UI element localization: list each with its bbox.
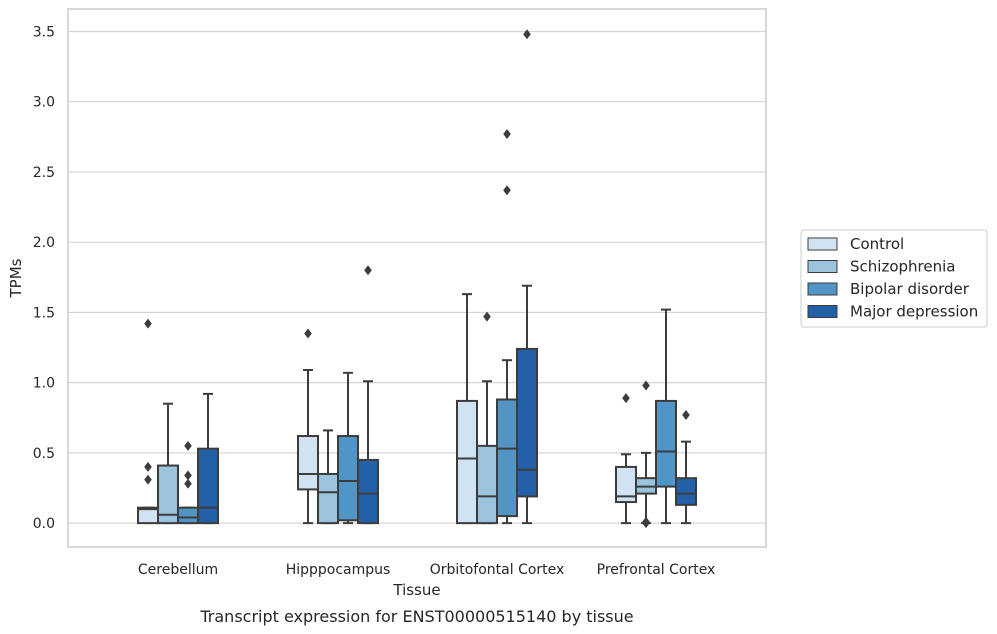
box: [137, 318, 159, 525]
boxes: [137, 29, 697, 529]
box: [456, 293, 478, 525]
outlier-marker: [364, 265, 372, 276]
box-body: [456, 399, 478, 525]
outlier-marker: [184, 478, 192, 489]
box: [157, 402, 179, 525]
outlier-marker: [622, 393, 630, 404]
outlier-marker: [184, 470, 192, 481]
gridlines: [68, 30, 766, 524]
outlier-marker: [184, 440, 192, 451]
box-body: [157, 464, 179, 525]
legend: Control Schizophrenia Bipolar disorder Majo…: [800, 229, 988, 328]
outlier-marker: [144, 461, 152, 472]
x-tick-label: Orbitofontal Cortex: [430, 562, 565, 578]
box-body: [476, 444, 498, 525]
y-tick-label: 0.0: [33, 516, 55, 532]
x-axis-label: Tissue: [392, 581, 440, 599]
y-tick-label: 0.5: [33, 446, 55, 462]
outlier-marker: [503, 129, 511, 140]
y-axis-label: TPMs: [7, 258, 25, 298]
outlier-marker: [642, 380, 650, 391]
box-body: [337, 435, 359, 522]
y-tick-label: 3.5: [33, 24, 55, 40]
box: [197, 392, 219, 525]
outlier-marker: [682, 409, 690, 420]
box-body: [197, 447, 219, 525]
outlier-marker: [503, 185, 511, 196]
y-tick-label: 1.0: [33, 376, 55, 392]
box: [297, 328, 319, 525]
legend-swatch: [807, 260, 838, 273]
y-tick-label: 2.5: [33, 165, 55, 181]
outlier-marker: [304, 328, 312, 339]
box-body: [496, 398, 518, 518]
box: [337, 371, 359, 525]
y-tick-label: 2.0: [33, 235, 55, 251]
box-body: [317, 472, 339, 525]
box: [635, 380, 657, 529]
box: [615, 393, 637, 525]
outlier-marker: [523, 29, 531, 40]
x-tick-label: Prefrontal Cortex: [597, 562, 716, 578]
box-body: [516, 347, 538, 498]
chart-caption: Transcript expression for ENST0000051514…: [199, 607, 633, 626]
outlier-marker: [483, 311, 491, 322]
x-tick-label: Cerebellum: [138, 562, 218, 578]
legend-swatch: [807, 305, 838, 318]
box: [516, 29, 538, 525]
box-body: [177, 506, 199, 525]
legend-label: Major depression: [850, 303, 978, 321]
legend-frame: [800, 229, 988, 328]
box-body: [655, 399, 677, 488]
legend-label: Control: [850, 235, 904, 253]
y-tick-labels: 0.0 0.5 1.0 1.5 2.0 2.5 3.0 3.5: [33, 24, 55, 532]
legend-items: Control Schizophrenia Bipolar disorder Majo…: [807, 235, 978, 321]
box-body: [357, 458, 379, 525]
box: [476, 311, 498, 525]
box-body: [297, 435, 319, 491]
plot-frame: [67, 8, 767, 548]
y-tick-label: 1.5: [33, 305, 55, 321]
y-tick-label: 3.0: [33, 95, 55, 111]
x-tick-label: Hipppocampus: [286, 562, 391, 578]
legend-swatch: [807, 237, 838, 251]
box: [655, 308, 677, 525]
box: [357, 265, 379, 525]
legend-label: Bipolar disorder: [850, 280, 970, 298]
box-body: [675, 477, 697, 506]
x-tick-labels: Cerebellum Hipppocampus Orbitofontal Corte…: [138, 562, 715, 578]
legend-swatch: [807, 282, 838, 296]
outlier-marker: [144, 474, 152, 485]
outlier-marker: [642, 518, 650, 529]
outlier-marker: [144, 318, 152, 329]
box: [177, 440, 199, 525]
box: [317, 429, 339, 525]
box: [496, 129, 518, 525]
box: [675, 409, 697, 525]
legend-label: Schizophrenia: [850, 258, 955, 276]
